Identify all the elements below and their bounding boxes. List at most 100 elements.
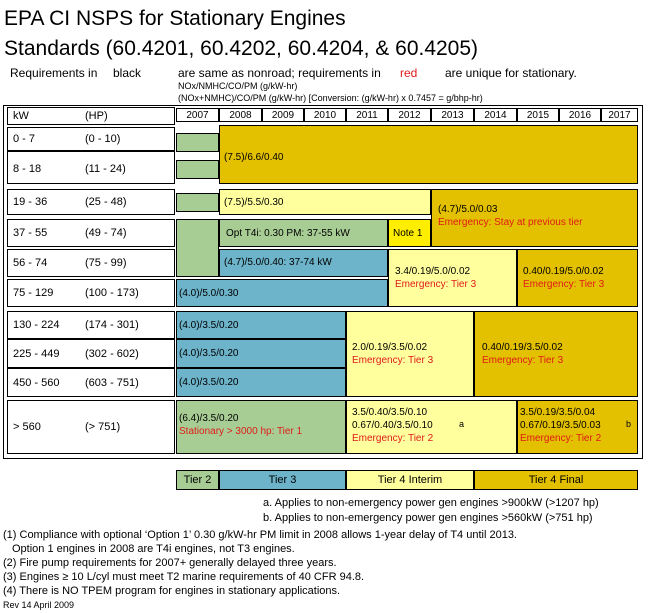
year-2015: 2015 [517, 108, 559, 122]
row-label: 0 - 7 (0 - 10) [7, 127, 175, 151]
row-kw: 19 - 36 [13, 196, 48, 208]
cell-tier2-0-7 [176, 133, 219, 152]
cell-tier2-560: (6.4)/3.5/0.20 Stationary > 3000 hp: Tie… [176, 400, 346, 454]
cell-tier3-56-74: (4.7)/5.0/0.40: 37-74 kW [219, 249, 388, 277]
cell-tier2-19-36 [176, 193, 219, 212]
footnote-3: (3) Engines ≥ 10 L/cyl must meet T2 mari… [3, 571, 365, 583]
cell-text: (7.5)/6.6/0.40 [224, 152, 284, 163]
cell-text: (4.0)/3.5/0.20 [179, 320, 239, 331]
cell-tier4f-560: 3.5/0.19/3.5/0.04 0.67/0.19/3.5/0.03 Eme… [517, 400, 638, 454]
cell-text: (7.5)/5.5/0.30 [224, 197, 284, 208]
year-2011: 2011 [346, 108, 388, 122]
legend-tier2: Tier 2 [176, 470, 219, 490]
row-hp: (25 - 48) [85, 196, 127, 208]
subtitle-black-word: black [113, 66, 142, 80]
row-hp: (100 - 173) [85, 287, 139, 299]
cell-text: Opt T4i: 0.30 PM: 37-55 kW [226, 228, 350, 239]
cell-text: 0.40/0.19/5.0/0.02 [523, 266, 604, 277]
note-a: a. Applies to non-emergency power gen en… [263, 497, 599, 509]
subtitle-part-2: are same as nonroad; requirements in [178, 66, 381, 80]
cell-text: 3.4/0.19/5.0/0.02 [395, 266, 471, 277]
cell-text: 0.67/0.40/3.5/0.10 [352, 420, 433, 431]
row-kw: 225 - 449 [13, 348, 60, 360]
row-label: 450 - 560 (603 - 751) [7, 368, 175, 397]
cell-text: (4.0)/3.5/0.20 [179, 377, 239, 388]
row-hp: (> 751) [85, 421, 121, 433]
cell-text: 3.5/0.19/3.5/0.04 [520, 407, 596, 418]
cell-tier4i-130-560: 2.0/0.19/3.5/0.02 Emergency: Tier 3 [346, 311, 474, 397]
row-label: 75 - 129 (100 - 173) [7, 279, 175, 307]
row-kw: 75 - 129 [13, 287, 54, 299]
cell-tier4i-19-36: (7.5)/5.5/0.30 [219, 189, 431, 215]
row-kw: > 560 [13, 421, 41, 433]
cell-opt-t4i: Opt T4i: 0.30 PM: 37-55 kW [219, 219, 388, 247]
units-line-2: (NOx+NMHC)/CO/PM (g/kW-hr) [Conversion: … [178, 93, 483, 103]
legend-tier3: Tier 3 [219, 470, 346, 490]
row-kw: 37 - 55 [13, 227, 48, 239]
cell-text: Note 1 [393, 228, 423, 239]
row-kw: 56 - 74 [13, 257, 48, 269]
row-label: 56 - 74 (75 - 99) [7, 249, 175, 277]
header-label: kW (HP) [7, 107, 175, 125]
cell-tier4f-19-55: (4.7)/5.0/0.03 Emergency: Stay at previo… [431, 189, 638, 247]
year-2007: 2007 [176, 108, 219, 122]
cell-text: Stationary > 3000 hp: Tier 1 [179, 426, 303, 437]
cell-text: 0.67/0.19/3.5/0.03 [520, 420, 601, 431]
cell-tier4f-130-560: 0.40/0.19/3.5/0.02 Emergency: Tier 3 [474, 311, 638, 397]
units-line-1: NOx/NMHC/CO/PM (g/kW-hr) [178, 81, 298, 91]
cell-text: (4.7)/5.0/0.03 [438, 204, 498, 215]
title-line-2: Standards (60.4201, 60.4202, 60.4204, & … [4, 37, 479, 60]
year-2014: 2014 [474, 108, 517, 122]
cell-text: Emergency: Tier 2 [352, 433, 434, 444]
legend-tier4-final: Tier 4 Final [474, 470, 638, 490]
row-hp: (302 - 602) [85, 348, 139, 360]
cell-tier2-8-18 [176, 160, 219, 179]
row-kw: 8 - 18 [13, 163, 42, 175]
revision-date: Rev 14 April 2009 [3, 600, 75, 610]
row-hp: (603 - 751) [85, 377, 139, 389]
subtitle-part-3: are unique for stationary. [445, 66, 577, 80]
cell-tier4i-56-129: 3.4/0.19/5.0/0.02 Emergency: Tier 3 [388, 249, 517, 307]
cell-text: (4.0)/5.0/0.30 [179, 288, 239, 299]
cell-text: (4.0)/3.5/0.20 [179, 348, 239, 359]
cell-text: (4.7)/5.0/0.40: 37-74 kW [224, 257, 332, 268]
year-2010: 2010 [304, 108, 346, 122]
row-hp: (75 - 99) [85, 257, 127, 269]
year-2017: 2017 [601, 108, 638, 122]
cell-text: Emergency: Tier 3 [352, 355, 434, 366]
subtitle-part-1: Requirements in [10, 66, 98, 80]
footnote-4: (4) There is NO TPEM program for engines… [3, 585, 341, 597]
cell-note1: Note 1 [388, 219, 431, 247]
cell-tier4i-560: 3.5/0.40/3.5/0.10 0.67/0.40/3.5/0.10 Eme… [346, 400, 517, 454]
cell-text: Emergency: Tier 2 [520, 433, 602, 444]
cell-text: Emergency: Tier 3 [395, 279, 477, 290]
year-2009: 2009 [262, 108, 304, 122]
note-b: b. Applies to non-emergency power gen en… [263, 512, 593, 524]
cell-tier3-130-224: (4.0)/3.5/0.20 [176, 311, 346, 339]
year-2013: 2013 [431, 108, 474, 122]
row-kw: 450 - 560 [13, 377, 60, 389]
year-2012: 2012 [388, 108, 431, 122]
row-hp: (174 - 301) [85, 319, 139, 331]
title-line-1: EPA CI NSPS for Stationary Engines [4, 7, 346, 30]
cell-text: (6.4)/3.5/0.20 [179, 413, 239, 424]
cell-text: 2.0/0.19/3.5/0.02 [352, 342, 428, 353]
row-label: 130 - 224 (174 - 301) [7, 311, 175, 339]
cell-text: Emergency: Stay at previous tier [438, 217, 583, 228]
row-hp: (0 - 10) [85, 133, 121, 145]
cell-text: 3.5/0.40/3.5/0.10 [352, 407, 428, 418]
row-label: 37 - 55 (49 - 74) [7, 219, 175, 247]
year-2016: 2016 [559, 108, 601, 122]
row-kw: 0 - 7 [13, 133, 36, 145]
cell-tier2-37-74 [176, 219, 219, 277]
footnote-1: (1) Compliance with optional ‘Option 1’ … [3, 529, 517, 541]
footnote-1-cont: Option 1 engines in 2008 are T4i engines… [12, 543, 295, 555]
cell-tier4f-56-129: 0.40/0.19/5.0/0.02 Emergency: Tier 3 [517, 249, 638, 307]
cell-text: 0.40/0.19/3.5/0.02 [482, 342, 563, 353]
row-label: 19 - 36 (25 - 48) [7, 189, 175, 215]
row-kw: 130 - 224 [13, 319, 60, 331]
year-2008: 2008 [219, 108, 262, 122]
footnote-2: (2) Fire pump requirements for 2007+ gen… [3, 557, 337, 569]
row-hp: (11 - 24) [85, 163, 126, 175]
subtitle-red-word: red [400, 66, 418, 80]
